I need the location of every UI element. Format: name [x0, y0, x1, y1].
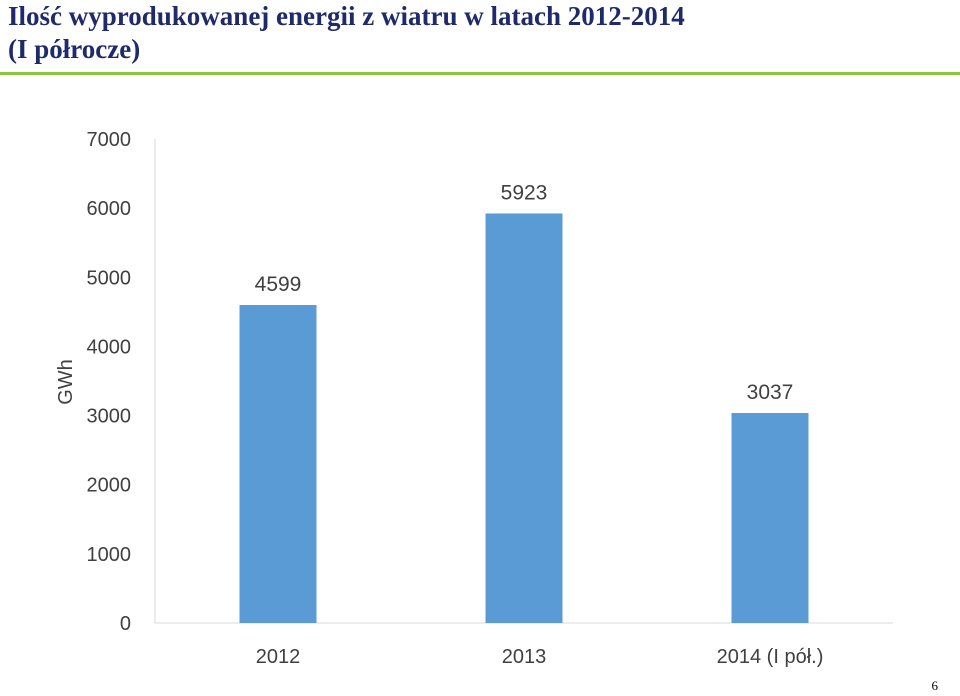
y-tick-label: 6000 — [87, 198, 132, 220]
y-tick-label: 5000 — [87, 267, 132, 289]
bar — [239, 305, 317, 623]
y-tick-label: 7000 — [87, 129, 132, 151]
data-label: 5923 — [501, 181, 548, 204]
x-tick-label: 2012 — [256, 646, 301, 668]
slide-number: 6 — [931, 678, 939, 693]
bar — [485, 213, 563, 623]
x-axis-ticks: 2012 2013 2014 (I pół.) — [256, 646, 824, 668]
x-tick-label: 2014 (I pół.) — [717, 646, 824, 668]
x-tick-label: 2013 — [502, 646, 547, 668]
y-axis-label: GWh — [55, 359, 77, 405]
y-tick-label: 2000 — [87, 475, 132, 497]
title-underline — [0, 72, 960, 75]
slide-title-line-2: (I półrocze) — [8, 34, 141, 64]
y-tick-label: 3000 — [87, 406, 132, 428]
y-tick-label: 4000 — [87, 336, 132, 358]
bars — [239, 213, 809, 623]
data-label: 4599 — [255, 273, 302, 296]
slide-title: Ilość wyprodukowanej energii z wiatru w … — [8, 0, 908, 66]
data-label: 3037 — [747, 381, 794, 404]
y-tick-label: 1000 — [87, 544, 132, 566]
bar — [731, 413, 809, 623]
y-tick-label: 0 — [120, 613, 131, 635]
y-axis-ticks: 0 1000 2000 3000 4000 5000 6000 7000 — [87, 129, 132, 635]
slide-title-line-1: Ilość wyprodukowanej energii z wiatru w … — [8, 1, 685, 31]
data-labels: 4599 5923 3037 — [255, 181, 794, 404]
